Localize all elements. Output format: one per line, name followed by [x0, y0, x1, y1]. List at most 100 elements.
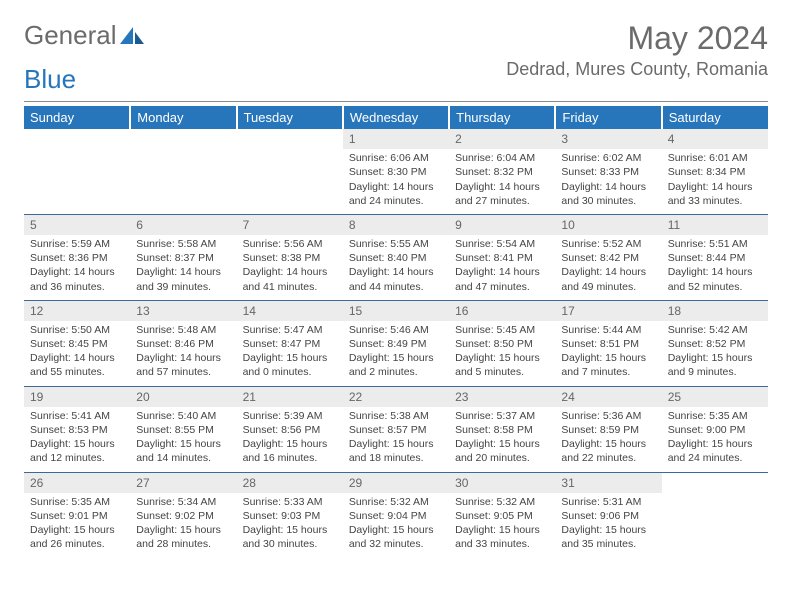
calendar-cell: 19Sunrise: 5:41 AMSunset: 8:53 PMDayligh…: [24, 386, 130, 472]
day-number: 17: [555, 301, 661, 321]
calendar-cell: 3Sunrise: 6:02 AMSunset: 8:33 PMDaylight…: [555, 129, 661, 214]
calendar-cell: 21Sunrise: 5:39 AMSunset: 8:56 PMDayligh…: [237, 386, 343, 472]
sunrise-text: Sunrise: 5:42 AM: [668, 323, 762, 337]
sunset-text: Sunset: 8:34 PM: [668, 165, 762, 179]
day-number: 30: [449, 473, 555, 493]
day-header-monday: Monday: [130, 106, 236, 129]
daylight-text: Daylight: 14 hours and 41 minutes.: [243, 265, 337, 293]
calendar-head: SundayMondayTuesdayWednesdayThursdayFrid…: [24, 106, 768, 129]
sunset-text: Sunset: 8:44 PM: [668, 251, 762, 265]
sunrise-text: Sunrise: 5:41 AM: [30, 409, 124, 423]
day-number: 13: [130, 301, 236, 321]
day-header-thursday: Thursday: [449, 106, 555, 129]
day-number: 7: [237, 215, 343, 235]
daylight-text: Daylight: 15 hours and 18 minutes.: [349, 437, 443, 465]
calendar-cell: 27Sunrise: 5:34 AMSunset: 9:02 PMDayligh…: [130, 472, 236, 557]
calendar-cell: 7 Sunrise: 5:56 AMSunset: 8:38 PMDaylight…: [237, 214, 343, 300]
day-number: 15: [343, 301, 449, 321]
day-header-friday: Friday: [555, 106, 661, 129]
location-label: Dedrad, Mures County, Romania: [506, 59, 768, 80]
sunrise-text: Sunrise: 5:38 AM: [349, 409, 443, 423]
sunrise-text: Sunrise: 6:06 AM: [349, 151, 443, 165]
daylight-text: Daylight: 14 hours and 39 minutes.: [136, 265, 230, 293]
calendar-cell: 4Sunrise: 6:01 AMSunset: 8:34 PMDaylight…: [662, 129, 768, 214]
daylight-text: Daylight: 14 hours and 44 minutes.: [349, 265, 443, 293]
sunrise-text: Sunrise: 5:32 AM: [455, 495, 549, 509]
calendar-cell: 6Sunrise: 5:58 AMSunset: 8:37 PMDaylight…: [130, 214, 236, 300]
day-number: 9: [449, 215, 555, 235]
sunset-text: Sunset: 8:38 PM: [243, 251, 337, 265]
sunrise-text: Sunrise: 5:35 AM: [668, 409, 762, 423]
day-number: 6: [130, 215, 236, 235]
calendar-row: 5 Sunrise: 5:59 AMSunset: 8:36 PM Daylight…: [24, 214, 768, 300]
daylight-text: Daylight: 15 hours and 2 minutes.: [349, 351, 443, 379]
daylight-text: Daylight: 15 hours and 9 minutes.: [668, 351, 762, 379]
calendar-cell: 23Sunrise: 5:37 AMSunset: 8:58 PMDayligh…: [449, 386, 555, 472]
daylight-text: Daylight: 14 hours and 30 minutes.: [561, 180, 655, 208]
calendar-cell: 20Sunrise: 5:40 AMSunset: 8:55 PMDayligh…: [130, 386, 236, 472]
sunrise-text: Sunrise: 6:04 AM: [455, 151, 549, 165]
sunset-text: Sunset: 8:36 PM: [30, 251, 124, 265]
sunset-text: Sunset: 9:04 PM: [349, 509, 443, 523]
daylight-text: Daylight: 14 hours and 24 minutes.: [349, 180, 443, 208]
sunset-text: Sunset: 9:02 PM: [136, 509, 230, 523]
day-number: 27: [130, 473, 236, 493]
day-number: 18: [662, 301, 768, 321]
sunrise-text: Sunrise: 5:46 AM: [349, 323, 443, 337]
day-number: 4: [662, 129, 768, 149]
day-number: 16: [449, 301, 555, 321]
day-header-tuesday: Tuesday: [237, 106, 343, 129]
sunrise-text: Sunrise: 5:34 AM: [136, 495, 230, 509]
calendar-row: 12Sunrise: 5:50 AMSunset: 8:45 PMDayligh…: [24, 300, 768, 386]
day-number: 14: [237, 301, 343, 321]
daylight-text: Daylight: 15 hours and 32 minutes.: [349, 523, 443, 551]
calendar-cell: 2Sunrise: 6:04 AMSunset: 8:32 PMDaylight…: [449, 129, 555, 214]
sunrise-text: Sunrise: 5:59 AM: [30, 237, 124, 251]
calendar-table: SundayMondayTuesdayWednesdayThursdayFrid…: [24, 106, 768, 557]
title-block: May 2024 Dedrad, Mures County, Romania: [506, 20, 768, 80]
calendar-cell: 11Sunrise: 5:51 AMSunset: 8:44 PMDayligh…: [662, 214, 768, 300]
sunset-text: Sunset: 8:52 PM: [668, 337, 762, 351]
sunset-text: Sunset: 8:40 PM: [349, 251, 443, 265]
day-header-sunday: Sunday: [24, 106, 130, 129]
sunrise-text: Sunrise: 5:33 AM: [243, 495, 337, 509]
logo: General: [24, 20, 147, 51]
day-number: 29: [343, 473, 449, 493]
sunset-text: Sunset: 8:57 PM: [349, 423, 443, 437]
day-number: 12: [24, 301, 130, 321]
calendar-cell: 8Sunrise: 5:55 AMSunset: 8:40 PMDaylight…: [343, 214, 449, 300]
daylight-text: Daylight: 15 hours and 0 minutes.: [243, 351, 337, 379]
sunrise-text: Sunrise: 5:32 AM: [349, 495, 443, 509]
daylight-text: Daylight: 15 hours and 24 minutes.: [668, 437, 762, 465]
daylight-text: Daylight: 15 hours and 12 minutes.: [30, 437, 124, 465]
day-number: 19: [24, 387, 130, 407]
calendar-cell: 29 Sunrise: 5:32 AMSunset: 9:04 PMDayligh…: [343, 472, 449, 557]
calendar-cell: 24Sunrise: 5:36 AMSunset: 8:59 PMDayligh…: [555, 386, 661, 472]
day-number: 28: [237, 473, 343, 493]
sunset-text: Sunset: 8:58 PM: [455, 423, 549, 437]
sunset-text: Sunset: 9:06 PM: [561, 509, 655, 523]
calendar-cell: [237, 129, 343, 214]
sunset-text: Sunset: 9:05 PM: [455, 509, 549, 523]
daylight-text: Daylight: 14 hours and 27 minutes.: [455, 180, 549, 208]
daylight-text: Daylight: 14 hours and 57 minutes.: [136, 351, 230, 379]
calendar-row: 19Sunrise: 5:41 AMSunset: 8:53 PMDayligh…: [24, 386, 768, 472]
calendar-cell: 22Sunrise: 5:38 AMSunset: 8:57 PMDayligh…: [343, 386, 449, 472]
sunset-text: Sunset: 8:41 PM: [455, 251, 549, 265]
day-number: 5: [24, 215, 130, 235]
sunset-text: Sunset: 9:01 PM: [30, 509, 124, 523]
day-number: 10: [555, 215, 661, 235]
daylight-text: Daylight: 15 hours and 14 minutes.: [136, 437, 230, 465]
sunrise-text: Sunrise: 5:56 AM: [243, 237, 337, 251]
daylight-text: Daylight: 15 hours and 7 minutes.: [561, 351, 655, 379]
calendar-cell: 12Sunrise: 5:50 AMSunset: 8:45 PMDayligh…: [24, 300, 130, 386]
day-number: 25: [662, 387, 768, 407]
calendar-cell: 1Sunrise: 6:06 AMSunset: 8:30 PMDaylight…: [343, 129, 449, 214]
day-number: 20: [130, 387, 236, 407]
sunset-text: Sunset: 8:30 PM: [349, 165, 443, 179]
sunrise-text: Sunrise: 5:48 AM: [136, 323, 230, 337]
day-number: 23: [449, 387, 555, 407]
calendar-cell: 16Sunrise: 5:45 AMSunset: 8:50 PMDayligh…: [449, 300, 555, 386]
sunset-text: Sunset: 8:45 PM: [30, 337, 124, 351]
sunrise-text: Sunrise: 5:37 AM: [455, 409, 549, 423]
